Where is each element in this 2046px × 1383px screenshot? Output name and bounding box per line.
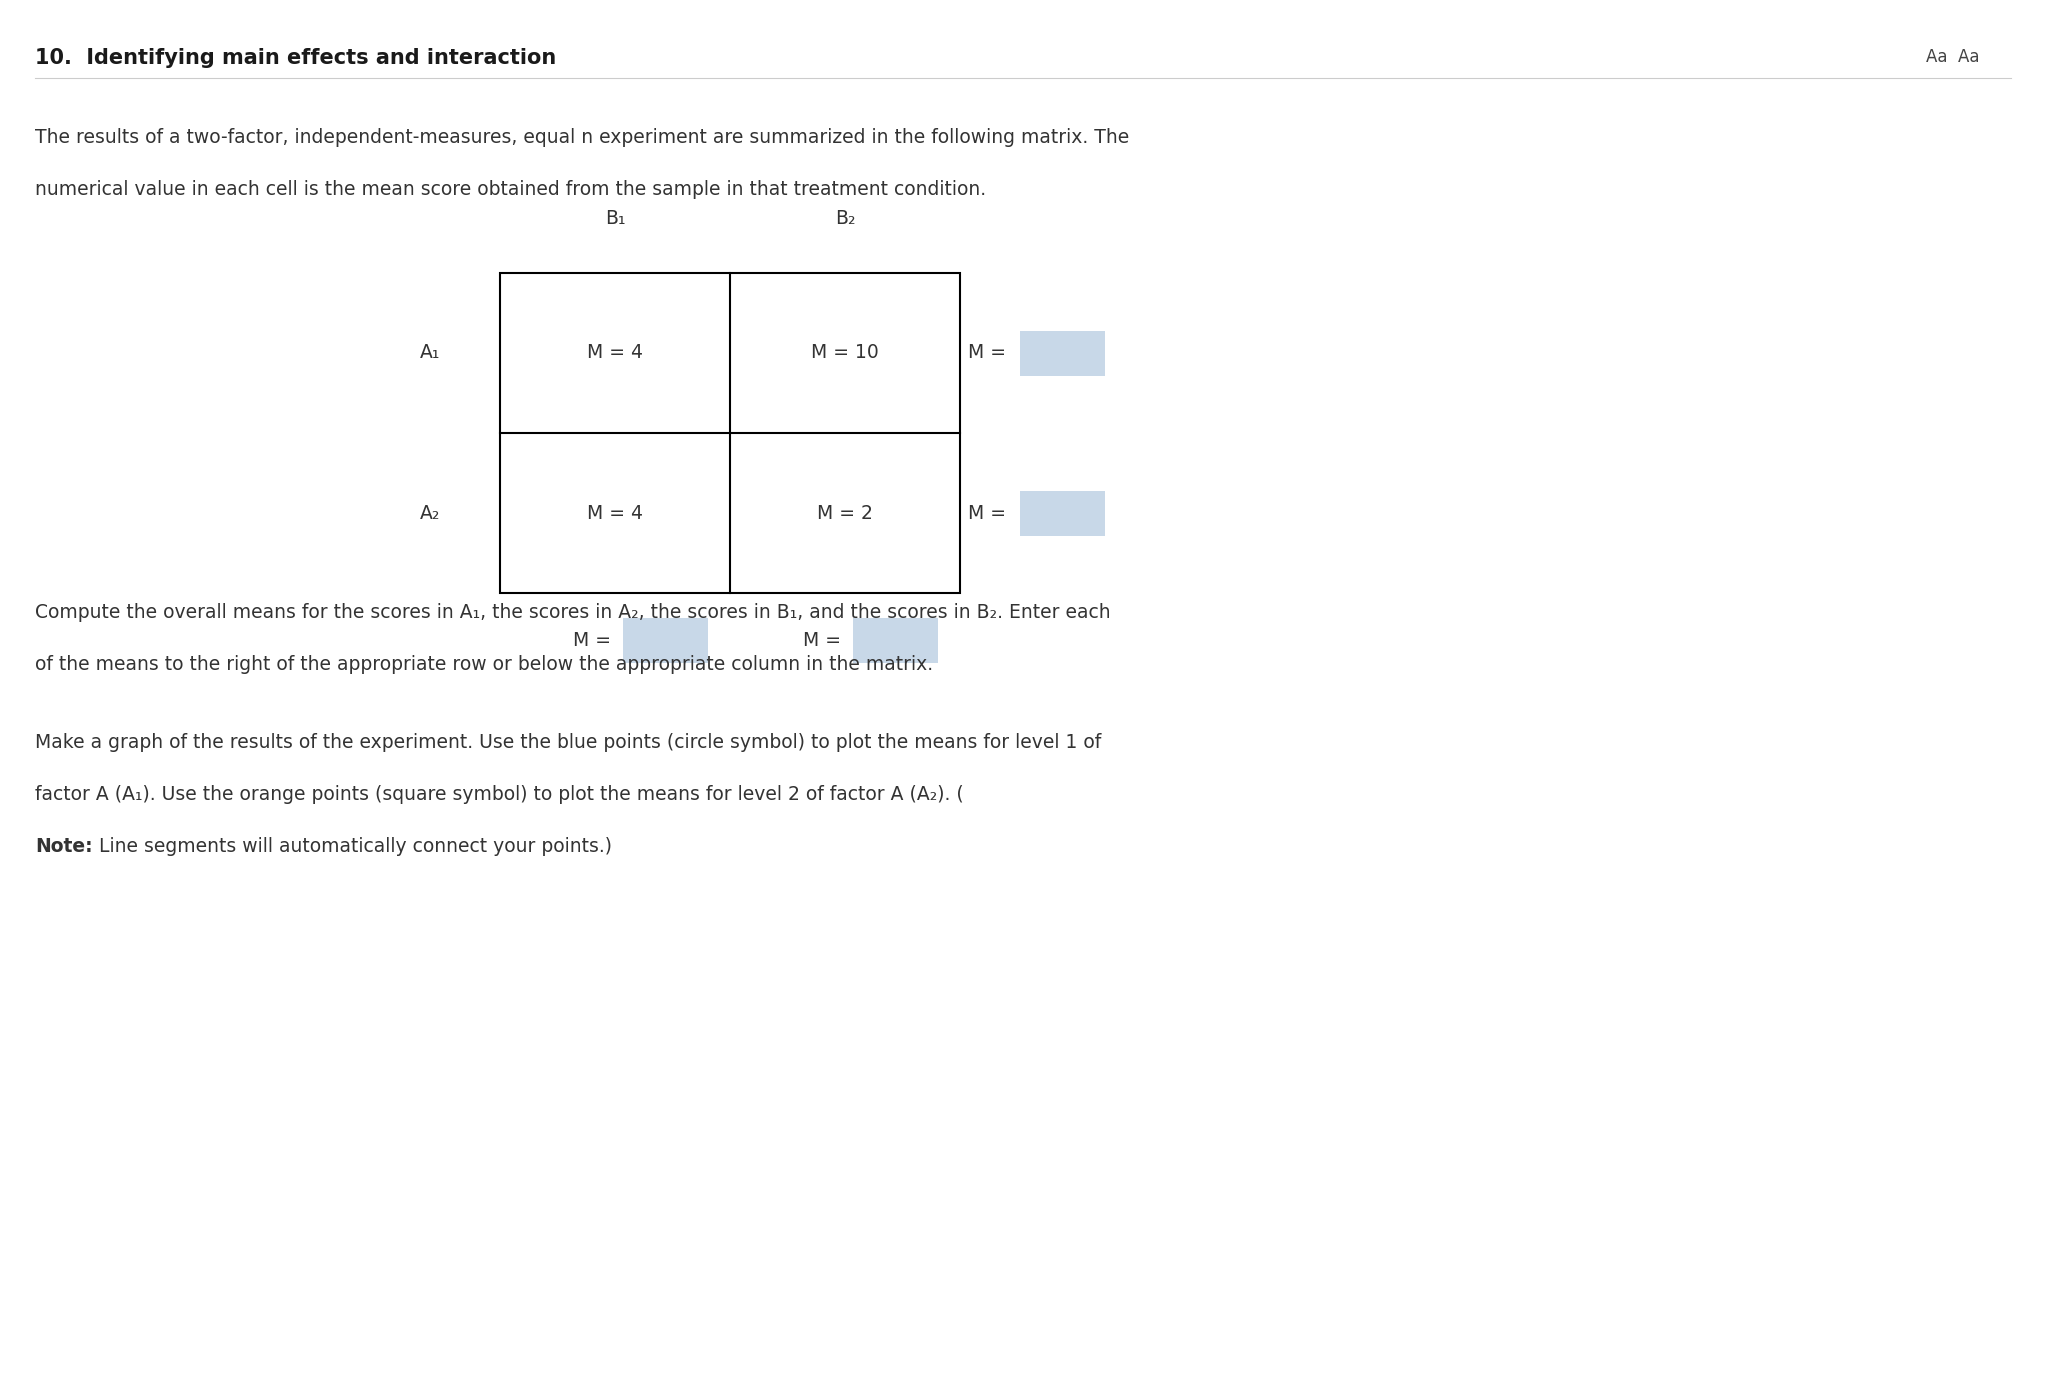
Text: M = 10: M = 10 <box>810 343 880 362</box>
Text: M = 2: M = 2 <box>816 503 874 523</box>
Text: numerical value in each cell is the mean score obtained from the sample in that : numerical value in each cell is the mean… <box>35 180 986 199</box>
Text: M =: M = <box>968 343 1007 362</box>
Text: M = 4: M = 4 <box>587 503 642 523</box>
Text: Make a graph of the results of the experiment. Use the blue points (circle symbo: Make a graph of the results of the exper… <box>35 733 1101 752</box>
Text: M =: M = <box>968 503 1007 523</box>
Text: Aa  Aa: Aa Aa <box>1927 48 1981 66</box>
Bar <box>1021 491 1105 535</box>
Text: of the means to the right of the appropriate row or below the appropriate column: of the means to the right of the appropr… <box>35 656 933 674</box>
Bar <box>622 618 708 662</box>
Text: A₂: A₂ <box>419 503 440 523</box>
Text: The results of a two-factor, independent-measures, equal n experiment are summar: The results of a two-factor, independent… <box>35 129 1129 147</box>
Text: M =: M = <box>573 631 612 650</box>
Text: Line segments will automatically connect your points.): Line segments will automatically connect… <box>92 837 612 856</box>
Text: B₁: B₁ <box>606 209 626 228</box>
Bar <box>853 618 937 662</box>
Text: Note:: Note: <box>35 837 92 856</box>
Text: Compute the overall means for the scores in A₁, the scores in A₂, the scores in : Compute the overall means for the scores… <box>35 603 1111 622</box>
Text: B₂: B₂ <box>835 209 855 228</box>
Text: factor A (A₁). Use the orange points (square symbol) to plot the means for level: factor A (A₁). Use the orange points (sq… <box>35 786 964 804</box>
Text: A₁: A₁ <box>419 343 440 362</box>
Text: 10.  Identifying main effects and interaction: 10. Identifying main effects and interac… <box>35 48 557 68</box>
Bar <box>1021 331 1105 376</box>
Text: M = 4: M = 4 <box>587 343 642 362</box>
Text: M =: M = <box>802 631 841 650</box>
Bar <box>499 272 960 593</box>
